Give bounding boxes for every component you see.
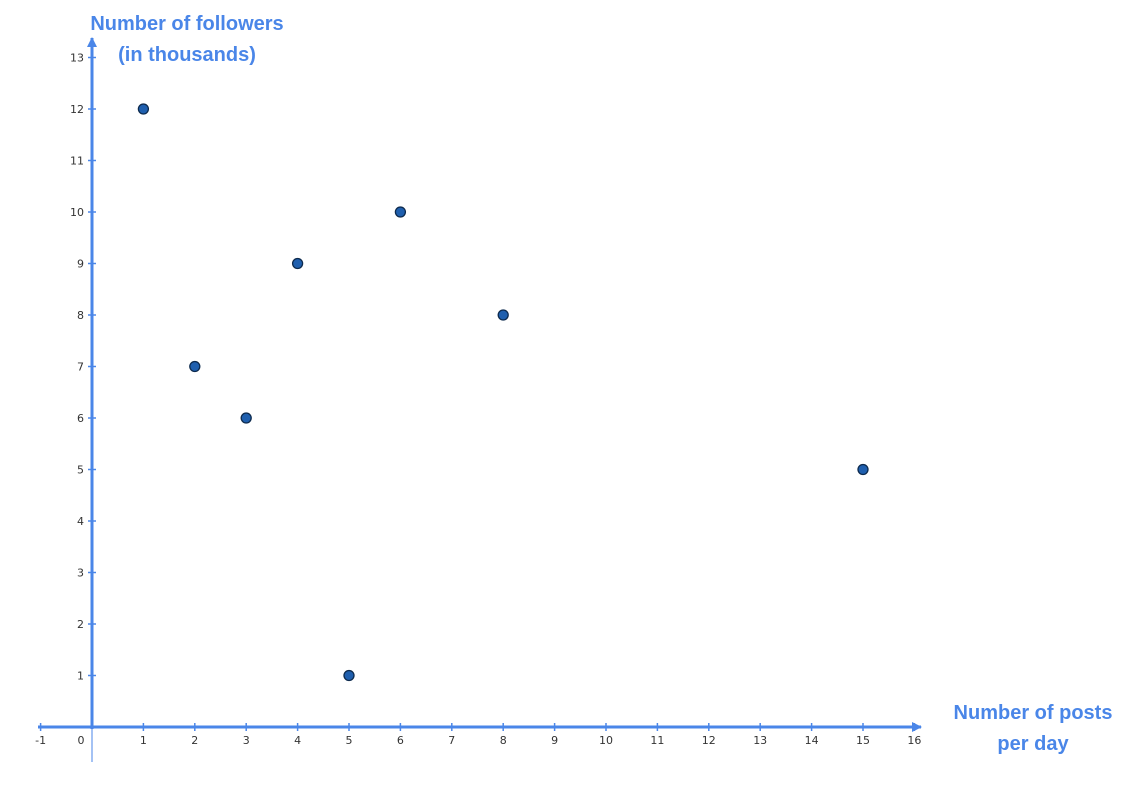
x-tick-label: 0 xyxy=(78,734,85,747)
y-axis-title-line-1: Number of followers xyxy=(90,13,283,35)
x-tick-label: -1 xyxy=(35,734,46,747)
y-tick-label: 7 xyxy=(77,361,84,374)
x-tick-label: 16 xyxy=(907,734,921,747)
y-tick-label: 6 xyxy=(77,412,84,425)
y-tick-label: 2 xyxy=(77,618,84,631)
x-tick-label: 13 xyxy=(753,734,767,747)
data-point xyxy=(240,412,252,424)
x-tick-label: 10 xyxy=(599,734,613,747)
y-tick-label: 5 xyxy=(77,464,84,477)
x-tick-label: 1 xyxy=(140,734,147,747)
data-point xyxy=(291,257,304,270)
x-tick-labels: -1 0 1 2 3 4 5 6 7 8 9 10 11 12 13 14 15 16 xyxy=(35,734,921,747)
x-tick-label: 7 xyxy=(448,734,455,747)
x-tick-label: 2 xyxy=(191,734,198,747)
x-axis-title-line-2: per day xyxy=(997,733,1069,755)
y-tick-label: 1 xyxy=(77,670,84,683)
y-tick-label: 3 xyxy=(77,567,84,580)
y-tick-label: 11 xyxy=(70,155,84,168)
x-tick-label: 9 xyxy=(551,734,558,747)
x-tick-label: 5 xyxy=(346,734,353,747)
x-tick-label: 4 xyxy=(294,734,301,747)
data-point xyxy=(137,103,150,115)
y-axis-title-line-2: (in thousands) xyxy=(118,44,256,66)
x-tick-label: 3 xyxy=(243,734,250,747)
data-points xyxy=(137,103,869,682)
data-point xyxy=(497,309,509,321)
y-tick-label: 12 xyxy=(70,103,84,116)
x-axis-title-line-1: Number of posts xyxy=(954,702,1113,724)
x-tick-label: 8 xyxy=(500,734,507,747)
x-tick-label: 14 xyxy=(805,734,819,747)
data-point xyxy=(343,669,355,682)
y-tick-label: 8 xyxy=(77,309,84,322)
data-point xyxy=(857,463,869,476)
y-tick-label: 10 xyxy=(70,206,84,219)
x-tick-label: 15 xyxy=(856,734,870,747)
x-tick-label: 11 xyxy=(650,734,664,747)
x-tick-label: 6 xyxy=(397,734,404,747)
data-point xyxy=(189,360,201,373)
y-tick-label: 13 xyxy=(70,52,84,65)
data-point xyxy=(394,206,407,218)
x-tick-label: 12 xyxy=(702,734,716,747)
y-tick-label: 4 xyxy=(77,515,84,528)
y-tick-label: 9 xyxy=(77,258,84,271)
